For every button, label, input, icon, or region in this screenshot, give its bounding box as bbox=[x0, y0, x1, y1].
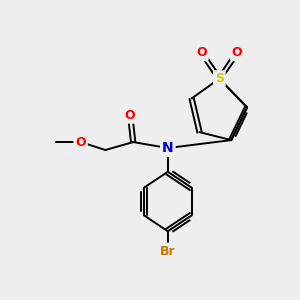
Text: O: O bbox=[196, 46, 207, 59]
Text: O: O bbox=[75, 136, 86, 148]
Text: O: O bbox=[232, 46, 242, 59]
Text: O: O bbox=[125, 109, 136, 122]
Text: S: S bbox=[215, 72, 224, 85]
Text: N: N bbox=[162, 141, 174, 155]
Text: Br: Br bbox=[160, 244, 176, 258]
